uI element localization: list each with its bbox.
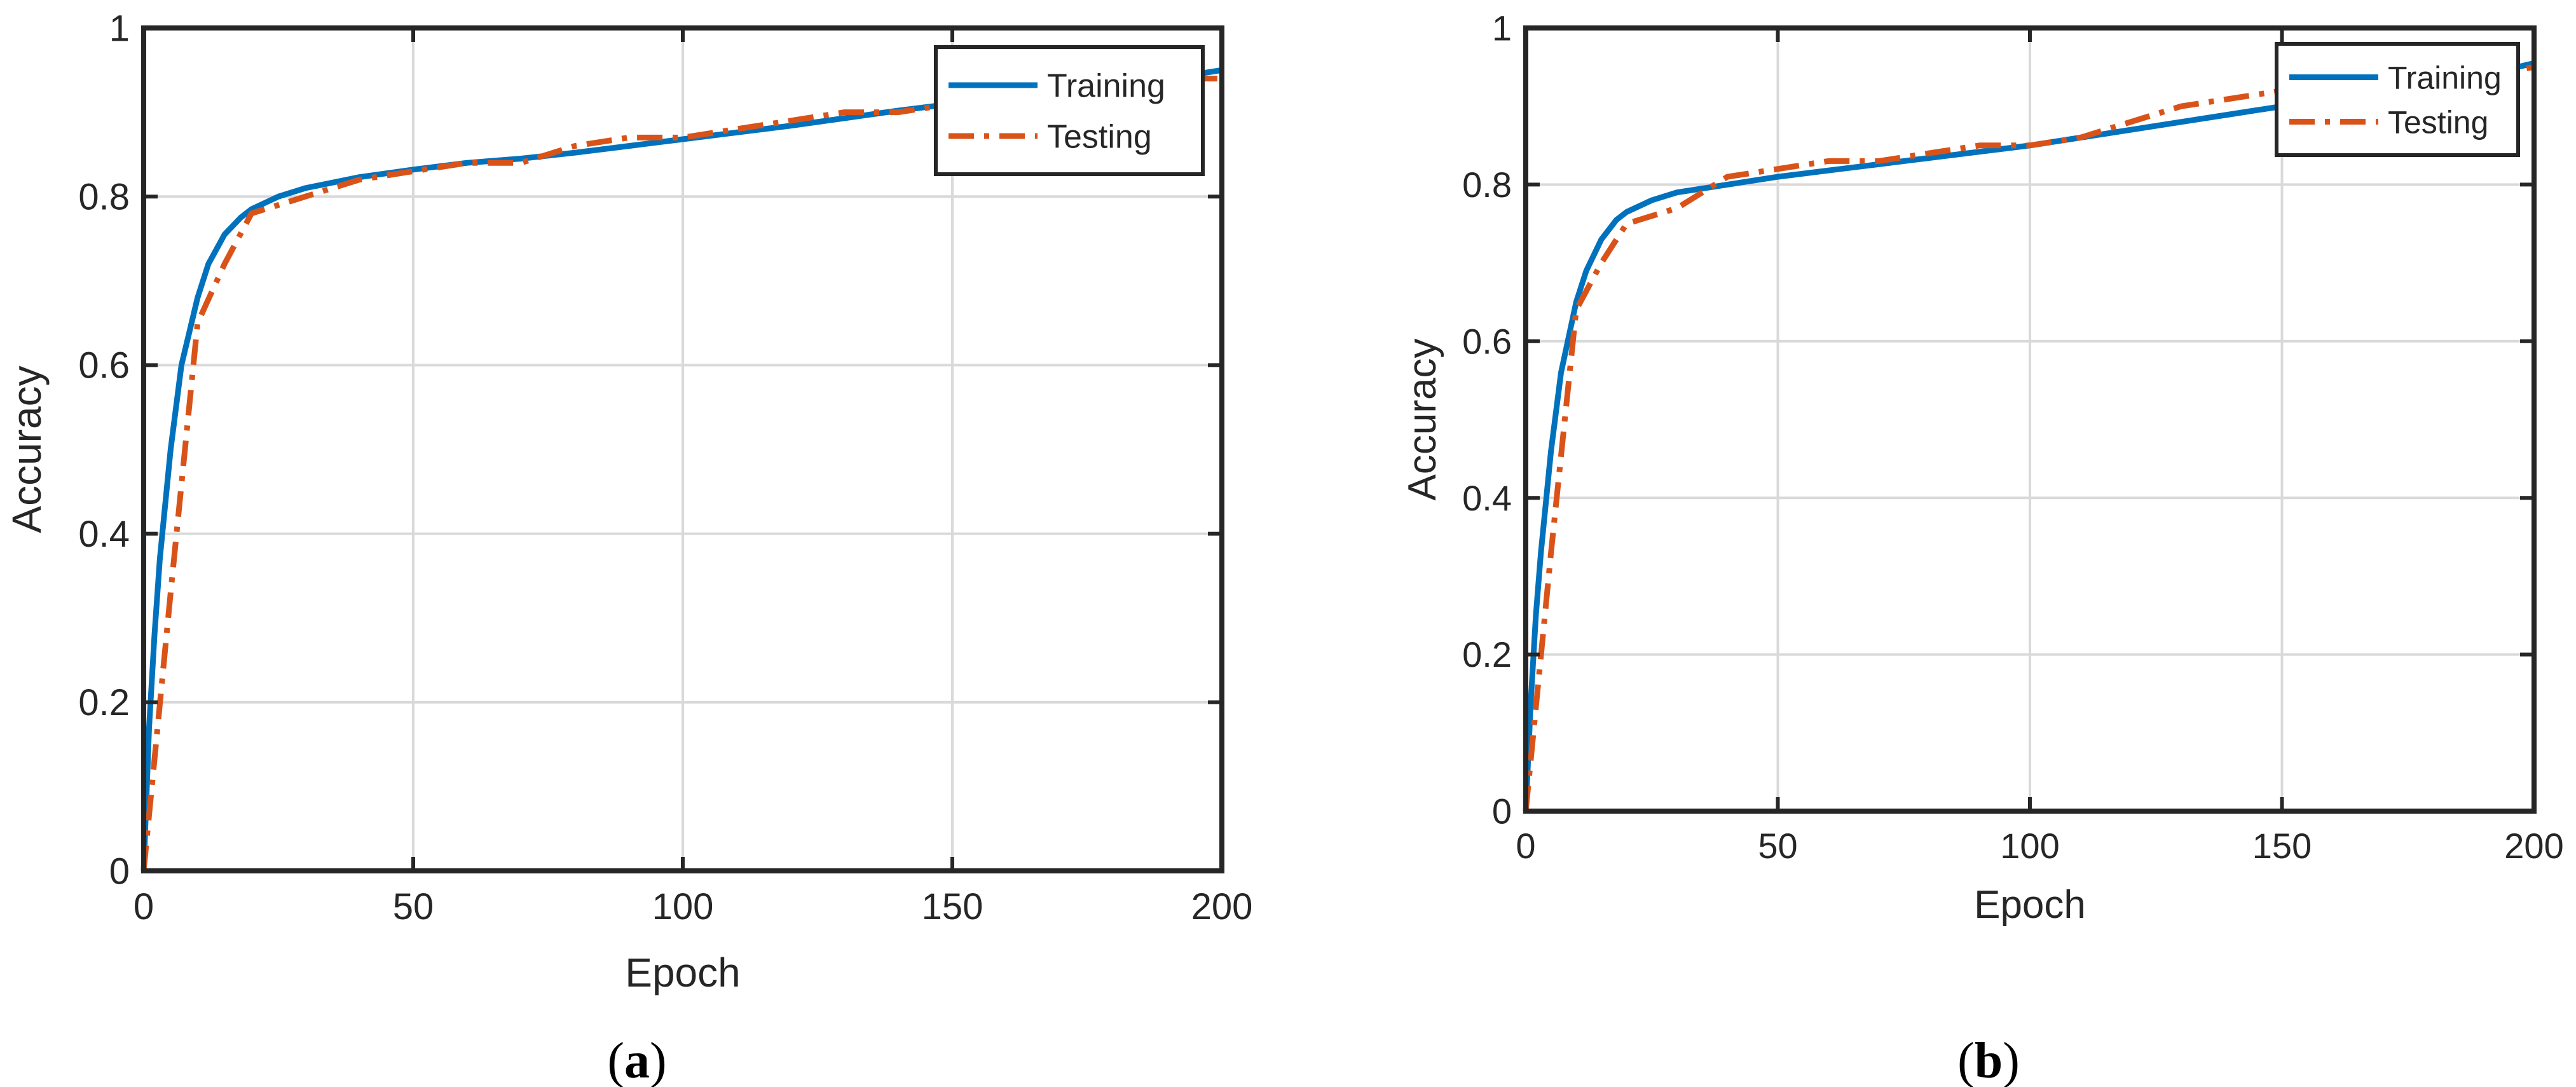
legend-label-testing: Testing [2388, 105, 2488, 140]
chart-panel-a: 0 50 100 150 200 0 0.2 0.4 0.6 0.8 1 Epoch Accuracy T… [4, 8, 1252, 1087]
x-tick-label: 0 [1516, 826, 1535, 866]
legend-label-training: Training [1047, 68, 1165, 105]
y-tick-label: 0.4 [1462, 478, 1512, 518]
x-axis-label: Epoch [1974, 883, 2086, 927]
y-tick-label: 1 [1492, 8, 1512, 48]
x-tick-label: 50 [1758, 826, 1797, 866]
y-tick-label: 0.6 [78, 345, 130, 386]
y-tick-label: 0.2 [1462, 634, 1512, 674]
y-tick-label: 0 [1492, 791, 1512, 831]
x-tick-label: 200 [2504, 826, 2563, 866]
x-tick-label: 100 [2000, 826, 2059, 866]
y-tick-label: 0.8 [78, 177, 130, 218]
y-axis-label: Accuracy [1401, 339, 1444, 501]
legend-label-testing: Testing [1047, 119, 1152, 156]
x-tick-label: 50 [393, 886, 434, 927]
chart-panel-b: 0 50 100 150 200 0 0.2 0.4 0.6 0.8 1 Epoch Accuracy T… [1401, 8, 2564, 1087]
y-tick-label: 0.8 [1462, 165, 1512, 205]
legend: Training Testing [934, 45, 1205, 176]
legend-box [2275, 42, 2520, 157]
x-tick-label: 200 [1191, 886, 1253, 927]
y-tick-label: 0.2 [78, 682, 130, 723]
y-tick-label: 0 [109, 851, 130, 892]
panel-caption: (b) [1957, 1033, 2020, 1087]
y-tick-label: 0.4 [78, 514, 130, 555]
y-tick-label: 1 [109, 8, 130, 49]
x-axis-label: Epoch [625, 950, 740, 995]
panel-caption: (a) [607, 1033, 666, 1087]
x-tick-label: 150 [922, 886, 983, 927]
y-tick-label: 0.6 [1462, 321, 1512, 361]
y-axis-label: Accuracy [4, 366, 50, 533]
x-tick-label: 100 [652, 886, 714, 927]
legend-box [934, 45, 1205, 176]
legend: Training Testing [2275, 42, 2520, 157]
legend-label-training: Training [2388, 60, 2502, 96]
x-tick-label: 0 [134, 886, 154, 927]
x-tick-label: 150 [2252, 826, 2312, 866]
